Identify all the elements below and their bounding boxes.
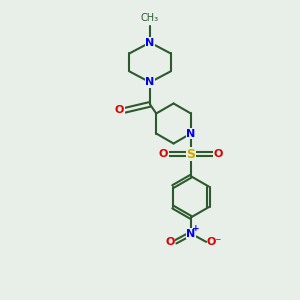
Text: N: N bbox=[146, 77, 154, 87]
Text: O⁻: O⁻ bbox=[207, 237, 222, 247]
Text: O: O bbox=[165, 237, 174, 247]
Text: N: N bbox=[186, 229, 196, 238]
Text: +: + bbox=[192, 224, 200, 233]
Text: N: N bbox=[186, 128, 196, 139]
Text: S: S bbox=[186, 148, 195, 160]
Text: O: O bbox=[115, 105, 124, 115]
Text: N: N bbox=[146, 38, 154, 47]
Text: O: O bbox=[159, 149, 168, 159]
Text: CH₃: CH₃ bbox=[141, 14, 159, 23]
Text: O: O bbox=[214, 149, 223, 159]
